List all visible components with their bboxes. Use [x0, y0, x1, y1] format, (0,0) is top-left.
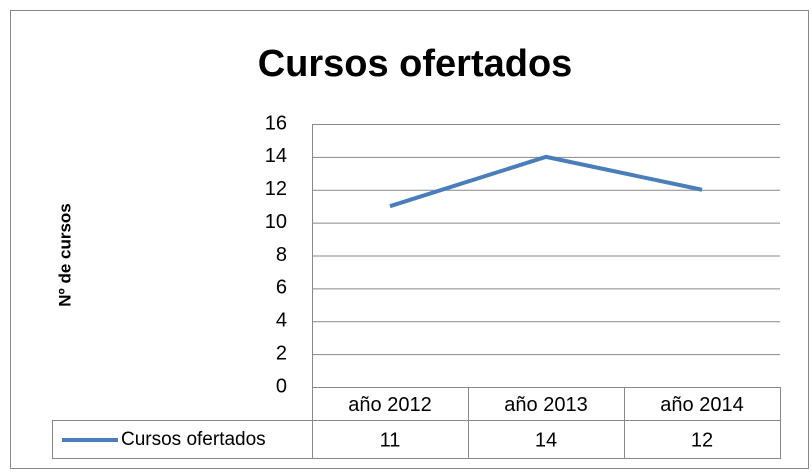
- y-tick-label: 12: [265, 178, 287, 200]
- x-tick-label: año 2013: [504, 394, 587, 416]
- y-axis-label: Nº de cursos: [55, 203, 74, 307]
- y-tick-label: 6: [276, 277, 287, 299]
- y-tick-label: 4: [276, 310, 287, 332]
- x-tick-label: año 2012: [348, 394, 431, 416]
- data-table-border: [52, 420, 781, 459]
- data-table-value: 14: [535, 429, 557, 451]
- y-tick-label: 16: [265, 112, 287, 134]
- data-table-value: 12: [691, 429, 713, 451]
- y-tick-label: 2: [276, 342, 287, 364]
- y-tick-label: 0: [276, 375, 287, 397]
- chart-title: Cursos ofertados: [258, 43, 573, 85]
- chart-border: [10, 10, 809, 469]
- y-tick-label: 8: [276, 244, 287, 266]
- legend-label: Cursos ofertados: [121, 429, 266, 450]
- data-table-value: 11: [380, 429, 401, 451]
- y-tick-label: 10: [265, 211, 287, 233]
- y-tick-label: 14: [265, 145, 287, 167]
- series-line: [389, 154, 703, 209]
- x-tick-label: año 2014: [660, 394, 743, 416]
